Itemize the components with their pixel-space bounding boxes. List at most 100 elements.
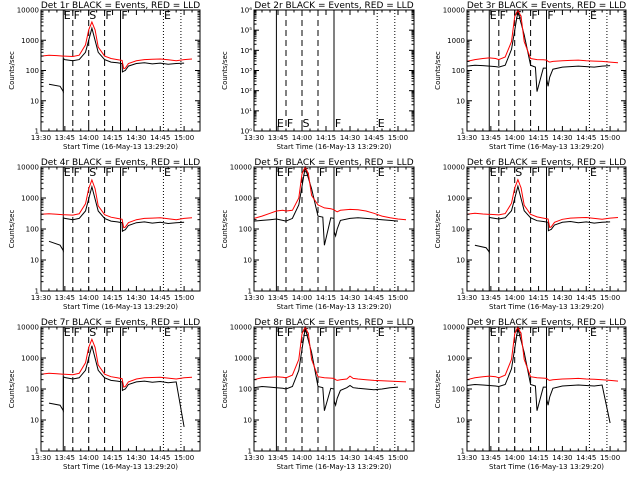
x-tick-label: 14:00 <box>505 134 525 142</box>
x-tick-label: 14:00 <box>79 454 99 462</box>
y-tick-label: 10⁶ <box>240 7 252 15</box>
y-axis-label: Counts/sec <box>434 51 442 90</box>
x-tick-label: 14:15 <box>316 294 336 302</box>
x-axis-label: Start Time (16-May-13 13:29:20) <box>276 143 391 151</box>
y-tick-label: 10 <box>30 417 39 425</box>
x-tick-label: 14:45 <box>576 134 596 142</box>
x-axis-label: Start Time (16-May-13 13:29:20) <box>276 303 391 311</box>
x-tick-label: 13:45 <box>481 134 501 142</box>
x-tick-label: 14:00 <box>505 454 525 462</box>
x-tick-label: 14:15 <box>102 294 122 302</box>
x-tick-label: 13:30 <box>244 454 264 462</box>
y-tick-label: 10 <box>243 257 252 265</box>
x-tick-label: 14:00 <box>79 134 99 142</box>
series-line-events <box>253 167 399 246</box>
marker-label: S <box>89 166 96 179</box>
y-tick-label: 100 <box>452 386 465 394</box>
marker-label: S <box>89 326 96 339</box>
chart-title: Det 5r BLACK = Events, RED = LLD <box>254 158 413 168</box>
y-tick-label: 10⁴ <box>240 47 252 55</box>
y-tick-label: 10³ <box>240 67 252 75</box>
chart-title: Det 9r BLACK = Events, RED = LLD <box>467 318 626 328</box>
marker-label: F <box>500 326 506 339</box>
x-axis-label: Start Time (16-May-13 13:29:20) <box>276 463 391 471</box>
series-line-lld <box>40 178 193 229</box>
x-tick-label: 15:00 <box>388 294 408 302</box>
marker-label: F <box>105 166 111 179</box>
marker-label: F <box>335 117 341 130</box>
x-tick-label: 14:30 <box>126 134 146 142</box>
y-tick-label: 100 <box>239 386 252 394</box>
x-axis-label: Start Time (16-May-13 13:29:20) <box>489 303 604 311</box>
x-tick-label: 14:30 <box>340 134 360 142</box>
x-tick-label: 13:30 <box>244 134 264 142</box>
marker-label: E <box>490 326 497 339</box>
series-line-lld <box>40 337 193 388</box>
marker-label: E <box>164 326 171 339</box>
x-tick-label: 14:45 <box>150 454 170 462</box>
chart-title: Det 4r BLACK = Events, RED = LLD <box>41 158 200 168</box>
y-axis-label: Counts/sec <box>221 51 229 90</box>
x-tick-label: 14:15 <box>102 454 122 462</box>
marker-label: F <box>547 166 553 179</box>
x-tick-label: 14:00 <box>292 134 312 142</box>
x-tick-label: 13:30 <box>457 294 477 302</box>
y-tick-label: 10 <box>456 257 465 265</box>
y-tick-label: 1 <box>35 288 39 296</box>
x-tick-label: 14:00 <box>505 294 525 302</box>
x-axis-label: Start Time (16-May-13 13:29:20) <box>489 463 604 471</box>
y-tick-label: 1000 <box>21 37 39 45</box>
y-tick-label: 1 <box>248 288 252 296</box>
y-tick-label: 1 <box>35 448 39 456</box>
x-tick-label: 14:45 <box>364 134 384 142</box>
x-tick-label: 14:45 <box>576 454 596 462</box>
x-tick-label: 15:00 <box>600 454 620 462</box>
series-line-events <box>48 345 185 427</box>
y-tick-label: 1000 <box>447 355 465 363</box>
y-tick-label: 10000 <box>230 164 252 172</box>
x-tick-label: 14:30 <box>552 454 572 462</box>
marker-label: F <box>547 326 553 339</box>
x-tick-label: 14:30 <box>552 134 572 142</box>
chart-title: Det 2r BLACK = Events, RED = LLD <box>254 1 413 11</box>
marker-label: E <box>590 326 597 339</box>
y-tick-label: 10² <box>240 87 252 95</box>
marker-label: S <box>89 9 96 22</box>
series-line-events <box>466 328 611 424</box>
x-tick-label: 14:30 <box>552 294 572 302</box>
x-axis-label: Start Time (16-May-13 13:29:20) <box>63 303 178 311</box>
series-line-lld <box>40 20 193 70</box>
y-tick-label: 1000 <box>234 355 252 363</box>
series-line-lld <box>466 178 619 229</box>
y-tick-label: 100 <box>239 226 252 234</box>
x-axis-label: Start Time (16-May-13 13:29:20) <box>63 143 178 151</box>
marker-label: F <box>121 9 127 22</box>
y-tick-label: 10000 <box>443 7 465 15</box>
x-tick-label: 15:00 <box>600 294 620 302</box>
y-tick-label: 10 <box>30 257 39 265</box>
chart-title: Det 8r BLACK = Events, RED = LLD <box>254 318 413 328</box>
marker-label: F <box>287 326 293 339</box>
x-tick-label: 14:45 <box>364 294 384 302</box>
marker-label: F <box>547 9 553 22</box>
series-line-events <box>253 328 399 411</box>
x-tick-label: 14:15 <box>102 134 122 142</box>
marker-label: F <box>500 9 506 22</box>
marker-label: E <box>378 326 385 339</box>
marker-label: E <box>277 117 284 130</box>
y-tick-label: 100 <box>26 226 39 234</box>
y-axis-label: Counts/sec <box>8 370 16 409</box>
series-line-lld <box>466 8 619 64</box>
x-tick-label: 14:00 <box>79 294 99 302</box>
y-tick-label: 1 <box>461 448 465 456</box>
x-tick-label: 15:00 <box>174 134 194 142</box>
marker-label: F <box>74 166 80 179</box>
y-tick-label: 1000 <box>447 195 465 203</box>
x-tick-label: 15:00 <box>388 134 408 142</box>
series-line-lld <box>253 165 407 221</box>
x-tick-label: 15:00 <box>174 294 194 302</box>
marker-label: E <box>64 326 71 339</box>
x-tick-label: 13:30 <box>244 294 264 302</box>
y-axis-label: Counts/sec <box>8 210 16 249</box>
marker-label: F <box>319 166 325 179</box>
